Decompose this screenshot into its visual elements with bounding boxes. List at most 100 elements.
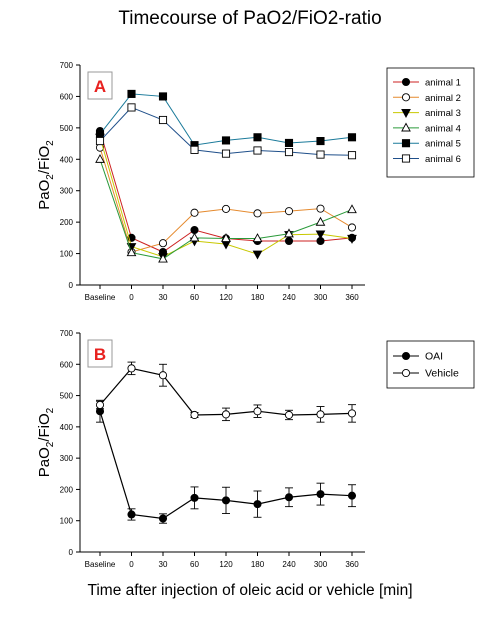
data-point [221,410,231,419]
y-tick-label: 400 [60,155,74,164]
data-point [221,496,231,505]
y-tick-label: 100 [60,517,74,526]
data-point [315,216,326,226]
x-tick-label: 300 [314,560,328,569]
y-axis-label-subscript: 2 [45,441,56,447]
y-tick-label: 200 [60,218,74,227]
data-point [347,223,357,232]
data-point [158,115,168,125]
data-point [158,371,168,380]
data-point [316,490,325,499]
data-point [95,153,105,163]
data-point [253,133,262,142]
data-point [284,207,294,216]
legend-marker [401,351,411,361]
data-point [127,364,136,373]
data-point [127,103,136,112]
data-point [190,208,199,217]
x-tick-label: 0 [129,560,134,569]
data-point [253,500,262,509]
data-point [316,137,325,146]
data-point [190,493,199,502]
data-point [252,233,263,243]
x-tick-label: 60 [190,560,199,569]
data-point [252,250,263,260]
data-point [127,510,136,519]
legend-label: animal 5 [425,139,461,150]
y-tick-label: 300 [60,454,74,463]
data-point [95,400,105,410]
legend-marker [401,122,411,132]
x-tick-label: 0 [129,293,134,302]
y-tick-label: 500 [60,392,74,401]
data-point [190,410,199,420]
data-point [315,230,326,240]
data-point [95,130,105,139]
page-title: Timecourse of PaO2/FiO2-ratio [118,8,382,29]
data-point [284,493,294,502]
y-axis-label-part: /FiO [36,413,53,441]
series-animal-6 [95,103,357,160]
legend-label: animal 6 [425,154,461,165]
x-axis-title: Time after injection of oleic acid or ve… [87,582,413,599]
y-tick-label: 600 [60,92,74,101]
data-point [221,149,231,158]
y-tick-label: 700 [60,61,74,70]
y-axis-label-part: /FiO [36,146,53,174]
y-tick-label: 100 [60,250,74,259]
series-animal-4 [95,153,357,263]
data-point [253,146,262,155]
x-tick-label: 120 [219,560,233,569]
data-point [95,137,105,146]
data-point [190,145,199,154]
chart-panel-b: 0 100 200 300 400 500 600 700 Baseline 0 30 60 120 18… [36,329,475,569]
data-point [253,209,262,218]
x-tick-label: 240 [282,293,296,302]
panel-label: A [94,77,106,96]
x-tick-label: 30 [159,293,168,302]
legend-marker [401,77,411,87]
y-axis-label-subscript: 2 [45,140,56,146]
legend-marker [401,109,411,118]
data-point [316,410,325,419]
panel-label-box [87,71,113,100]
chart-panel-a: 0 100 200 300 400 500 600 700 Baseline 0 30 60 120 18… [36,61,475,302]
data-point [221,204,231,213]
x-tick-label: 60 [190,293,199,302]
y-axis-label-part: PaO [36,180,53,210]
y-tick-label: 0 [69,281,74,290]
data-point [127,89,136,98]
data-point [316,150,325,159]
data-point [347,491,357,500]
y-tick-label: 700 [60,329,74,338]
data-point [158,514,168,523]
legend-label: animal 2 [425,93,461,104]
y-tick-label: 400 [60,423,74,432]
y-axis-label: PaO2/FiO2 [36,407,56,477]
y-tick-label: 600 [60,360,74,369]
x-tick-label: 180 [251,560,265,569]
data-point [284,138,294,147]
data-point [316,204,325,213]
x-tick-label: 180 [251,293,265,302]
data-point [221,136,231,145]
y-tick-label: 0 [69,548,74,557]
y-axis-label-subscript: 2 [45,174,56,180]
legend-marker [401,93,411,102]
x-tick-label: 240 [282,560,296,569]
series-vehicle [95,361,357,423]
legend-label: animal 3 [425,108,461,119]
y-tick-label: 200 [60,485,74,494]
panel-label-box [87,339,113,368]
x-tick-label: 360 [345,293,359,302]
y-axis-label-part: PaO [36,447,53,477]
legend-marker [401,139,411,148]
x-tick-label: Baseline [85,560,116,569]
series-line [99,106,353,156]
data-point [347,234,357,244]
x-tick-label: 360 [345,560,359,569]
data-point [347,151,357,160]
x-tick-label: 30 [159,560,168,569]
x-tick-label: Baseline [85,293,116,302]
